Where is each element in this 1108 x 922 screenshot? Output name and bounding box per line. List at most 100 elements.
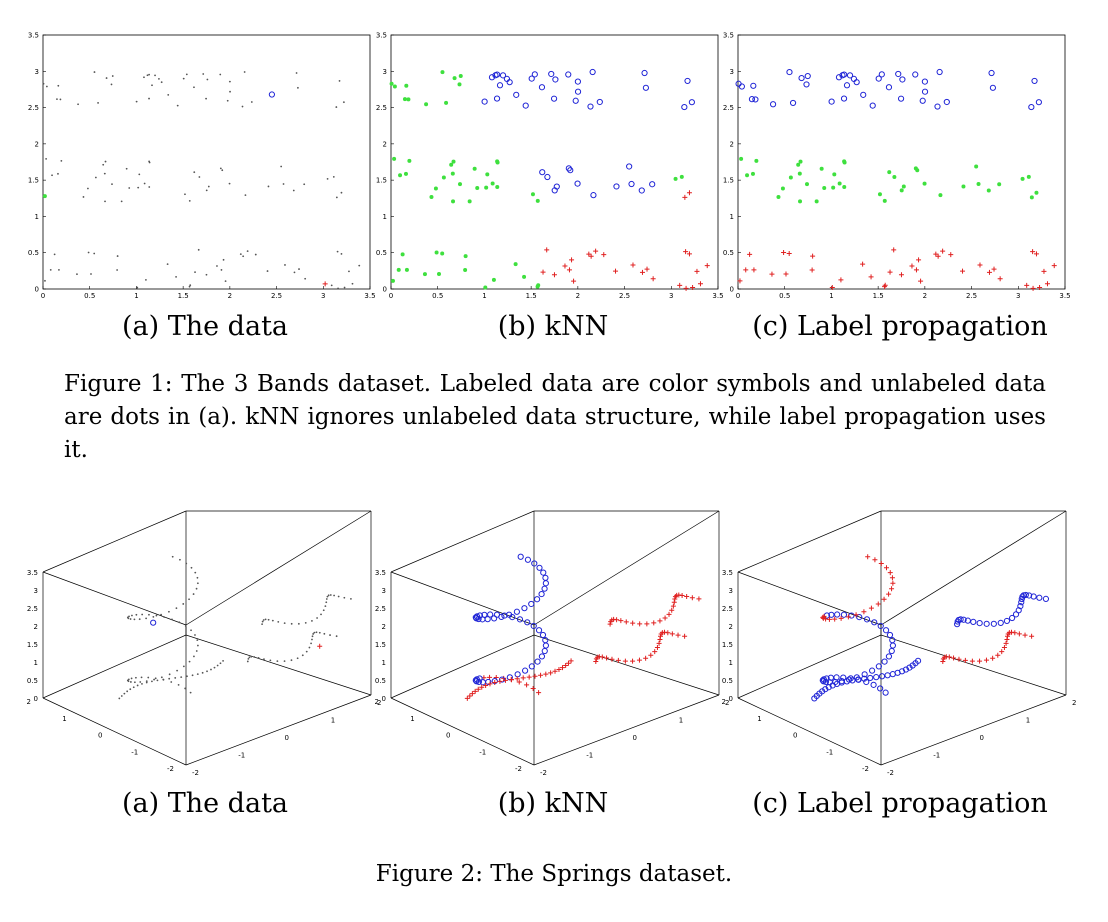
y-tick-label: 1 <box>730 213 734 221</box>
data-point-plus <box>890 580 896 586</box>
data-point-unlabeled <box>290 622 293 625</box>
data-point-dot <box>457 82 462 87</box>
data-point-plus <box>630 658 636 664</box>
data-point-circle <box>828 98 835 105</box>
z-tick-label: 1 <box>382 659 386 667</box>
data-point-circle <box>539 631 547 639</box>
data-point-plus <box>916 257 922 263</box>
data-point-circle <box>506 79 513 86</box>
data-point-dot <box>491 277 496 282</box>
data-point-unlabeled <box>93 71 96 73</box>
data-point-plus <box>618 618 624 624</box>
data-point-unlabeled <box>180 676 183 679</box>
data-point-unlabeled <box>133 618 136 621</box>
data-point-plus <box>562 263 568 269</box>
data-point-circle <box>897 95 905 102</box>
y-tick-label: 3.5 <box>376 32 387 40</box>
data-point-unlabeled <box>104 160 107 163</box>
data-point-unlabeled <box>176 104 179 107</box>
z-tick-label: 2 <box>34 623 38 631</box>
data-point-unlabeled <box>156 679 159 682</box>
data-point-unlabeled <box>167 93 170 96</box>
data-point-unlabeled <box>94 176 97 179</box>
data-point-plus <box>751 267 757 273</box>
z-tick-label: 3 <box>382 587 386 595</box>
data-point-unlabeled <box>196 639 199 642</box>
data-point-circle <box>983 620 990 627</box>
data-point-circle <box>574 78 581 85</box>
data-point-plus <box>683 249 689 255</box>
data-point-unlabeled <box>250 101 253 103</box>
data-point-plus <box>644 266 650 272</box>
data-point-circle <box>475 615 482 623</box>
data-point-unlabeled <box>77 103 79 106</box>
data-point-unlabeled <box>168 677 171 680</box>
data-point-plus <box>467 693 473 699</box>
plot-frame <box>390 34 719 290</box>
data-point-plus <box>609 656 615 662</box>
data-point-dot <box>922 181 927 186</box>
data-point-unlabeled <box>146 74 149 77</box>
data-point-circle <box>748 96 756 103</box>
data-point-unlabeled <box>163 616 166 619</box>
data-point-unlabeled <box>242 255 245 258</box>
data-point-plus <box>599 654 605 660</box>
z-tick-label: 1.5 <box>27 641 38 649</box>
data-point-plus <box>1016 631 1022 637</box>
data-point-circle <box>870 681 877 688</box>
data-point-unlabeled <box>262 619 265 621</box>
data-point-plus <box>887 269 893 275</box>
data-point-unlabeled <box>264 618 267 621</box>
data-point-unlabeled <box>148 73 150 76</box>
data-point-dot <box>400 252 405 257</box>
data-point-unlabeled <box>60 159 63 162</box>
data-point-dot <box>1026 174 1031 179</box>
y-tick-label: -2 <box>862 765 869 773</box>
y-tick-label: 0.5 <box>28 249 39 257</box>
data-point-circle <box>885 653 893 660</box>
data-point-unlabeled <box>194 571 197 574</box>
data-point-circle <box>513 608 521 615</box>
data-point-circle <box>843 82 851 89</box>
z-tick-label: 3 <box>729 587 733 595</box>
x-tick-label: 1 <box>679 717 683 725</box>
data-point-unlabeled <box>125 167 128 170</box>
data-point-plus <box>1030 249 1036 255</box>
data-point-plus <box>637 621 643 627</box>
data-point-dot <box>404 83 409 88</box>
data-point-unlabeled <box>358 264 361 267</box>
data-point-circle <box>886 631 894 639</box>
y-tick-label: 0 <box>383 286 387 294</box>
data-point-circle <box>1003 617 1011 625</box>
data-point-circle <box>1028 103 1035 111</box>
data-point-plus <box>651 620 657 626</box>
data-point-plus <box>472 688 478 694</box>
data-point-plus <box>568 658 574 664</box>
data-point-unlabeled <box>239 253 242 255</box>
x-tick-label: 2 <box>923 292 927 300</box>
data-point-unlabeled <box>140 676 143 679</box>
data-point-plus <box>933 251 939 257</box>
data-point-dot <box>745 173 750 178</box>
data-point-plus <box>571 278 577 284</box>
data-point-unlabeled <box>136 286 139 289</box>
data-point-circle <box>544 173 551 181</box>
data-point-unlabeled <box>193 86 195 89</box>
data-point-plus <box>1022 632 1028 638</box>
y-tick-label: 2 <box>383 140 387 148</box>
data-point-plus <box>747 251 753 257</box>
data-point-dot <box>449 162 454 167</box>
data-point-dot <box>673 176 678 181</box>
data-point-plus <box>543 671 549 677</box>
data-point-plus <box>669 607 675 613</box>
y-tick-label: 0.5 <box>723 249 734 257</box>
data-point-circle <box>861 671 868 678</box>
data-point-unlabeled <box>219 73 222 76</box>
x-tick-label: -2 <box>540 769 547 777</box>
data-point-plus <box>997 276 1003 282</box>
data-point-unlabeled <box>276 660 279 663</box>
data-point-circle <box>803 81 810 88</box>
data-point-unlabeled <box>250 655 253 658</box>
data-point-plus <box>622 658 628 664</box>
data-point-plus <box>614 617 620 623</box>
